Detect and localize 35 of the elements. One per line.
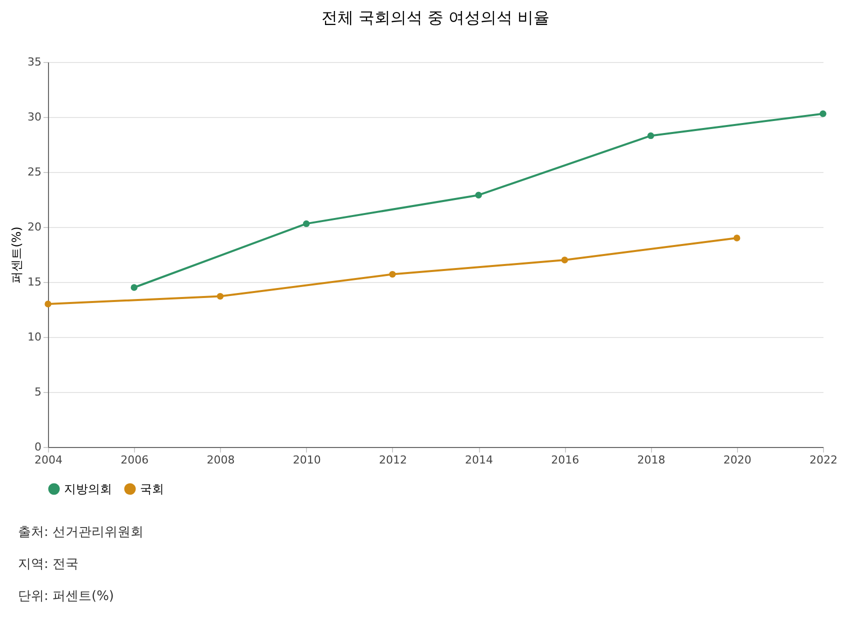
legend-label: 국회 xyxy=(140,482,164,496)
source-note: 출처: 선거관리위원회 xyxy=(18,524,145,541)
y-tick-label: 35 xyxy=(28,56,42,68)
x-tick-label: 2010 xyxy=(292,454,321,466)
text: 단위: 퍼센트(%) xyxy=(18,588,116,605)
y-tick-label: 20 xyxy=(28,220,42,234)
y-tick-label: 0 xyxy=(34,440,42,454)
point xyxy=(389,270,396,278)
y-tick-label: 5 xyxy=(34,386,42,398)
x-tick-label: 2020 xyxy=(723,454,752,466)
point xyxy=(820,110,826,118)
x-tick-label: 2016 xyxy=(551,454,580,466)
point xyxy=(561,256,568,264)
x-tick-label: 2018 xyxy=(637,454,666,466)
point xyxy=(475,192,482,198)
chart-title: 전체 국회의석 중 여성의석 비율 xyxy=(321,8,550,27)
x-tick-label: 2008 xyxy=(206,454,235,466)
y-tick-label: 25 xyxy=(28,166,42,178)
y-tick-label: 10 xyxy=(28,330,42,344)
x-tick-label: 2012 xyxy=(378,454,407,466)
x-tick-label: 2014 xyxy=(465,454,494,466)
x-tick-label: 2006 xyxy=(120,454,149,466)
point xyxy=(130,284,138,291)
text: 지역: 전국 xyxy=(18,556,80,573)
point xyxy=(647,132,654,140)
x-tick-label: 2004 xyxy=(34,454,62,466)
point xyxy=(302,220,310,228)
x-tick-label: 2022 xyxy=(810,454,838,466)
point xyxy=(44,300,52,308)
y-axis-title: 퍼센트(%) xyxy=(10,226,24,284)
point xyxy=(734,234,740,242)
legend-label: 지방의회 xyxy=(64,482,112,496)
point xyxy=(216,292,224,300)
y-tick-label: 15 xyxy=(28,276,42,288)
y-tick-label: 30 xyxy=(28,110,42,124)
